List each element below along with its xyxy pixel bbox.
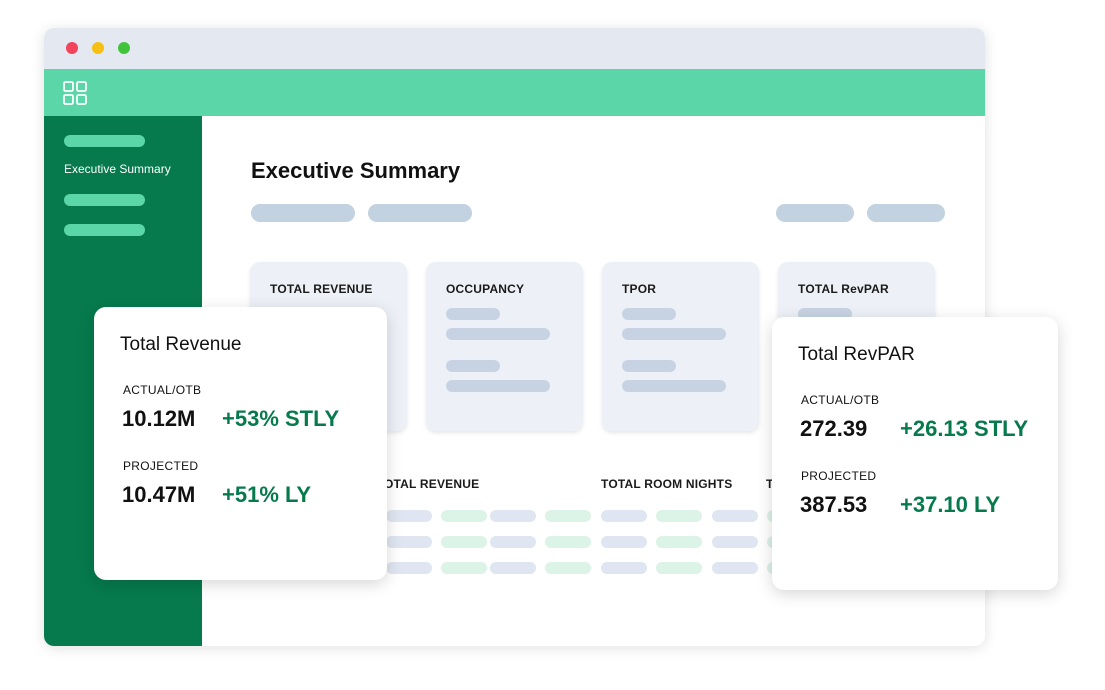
filter-placeholder[interactable] <box>776 204 854 222</box>
table-cell-placeholder <box>712 536 758 548</box>
placeholder-line <box>622 308 676 320</box>
kpi-card-title: TOTAL REVENUE <box>270 282 373 296</box>
projected-delta: +37.10 LY <box>900 492 1001 517</box>
projected-delta: +51% LY <box>222 482 312 507</box>
kpi-card-title: TPOR <box>622 282 657 296</box>
table-header-total-revenue: OTAL REVENUE <box>384 477 480 491</box>
actual-delta: +26.13 STLY <box>900 416 1029 441</box>
window-titlebar <box>44 28 985 69</box>
maximize-window-button[interactable] <box>118 42 130 54</box>
actual-label: ACTUAL/OTB <box>123 383 202 397</box>
close-window-button[interactable] <box>66 42 78 54</box>
minimize-window-button[interactable] <box>92 42 104 54</box>
filter-placeholder[interactable] <box>867 204 945 222</box>
total-revpar-detail-card[interactable]: Total RevPAR ACTUAL/OTB 272.39 +26.13 ST… <box>772 317 1058 590</box>
filter-placeholder[interactable] <box>251 204 355 222</box>
table-cell-placeholder <box>656 536 702 548</box>
table-cell-placeholder <box>601 562 647 574</box>
table-cell-placeholder <box>490 510 536 522</box>
table-header-total-room-nights: TOTAL ROOM NIGHTS <box>601 477 733 491</box>
placeholder-line <box>446 308 500 320</box>
projected-value: 10.47M <box>122 482 196 507</box>
table-cell-placeholder <box>656 510 702 522</box>
total-revenue-detail-card[interactable]: Total Revenue ACTUAL/OTB 10.12M +53% STL… <box>94 307 387 580</box>
table-cell-placeholder <box>490 536 536 548</box>
table-cell-placeholder <box>386 562 432 574</box>
placeholder-line <box>622 380 726 392</box>
table-cell-placeholder <box>601 536 647 548</box>
actual-label: ACTUAL/OTB <box>801 393 880 407</box>
table-cell-placeholder <box>712 510 758 522</box>
actual-value: 272.39 <box>800 416 868 441</box>
grid-icon[interactable] <box>63 81 87 105</box>
placeholder-line <box>446 360 500 372</box>
table-cell-placeholder <box>441 536 487 548</box>
sidebar-item-placeholder[interactable] <box>64 194 145 206</box>
actual-delta: +53% STLY <box>222 406 340 431</box>
top-navigation-bar <box>44 69 985 116</box>
table-cell-placeholder <box>490 562 536 574</box>
placeholder-line <box>446 380 550 392</box>
kpi-card-tpor[interactable]: TPOR <box>602 262 759 431</box>
kpi-card-title: TOTAL RevPAR <box>798 282 889 296</box>
placeholder-line <box>622 328 726 340</box>
page-title: Executive Summary <box>251 158 461 183</box>
sidebar-item-executive-summary[interactable]: Executive Summary <box>64 162 171 176</box>
placeholder-line <box>446 328 550 340</box>
projected-label: PROJECTED <box>801 469 877 483</box>
card-title: Total Revenue <box>120 334 242 355</box>
filter-placeholder[interactable] <box>368 204 472 222</box>
table-header-partial: T <box>766 477 774 491</box>
table-cell-placeholder <box>545 510 591 522</box>
sidebar-item-placeholder[interactable] <box>64 224 145 236</box>
kpi-card-title: OCCUPANCY <box>446 282 525 296</box>
table-cell-placeholder <box>712 562 758 574</box>
placeholder-line <box>622 360 676 372</box>
table-cell-placeholder <box>656 562 702 574</box>
table-cell-placeholder <box>545 536 591 548</box>
projected-value: 387.53 <box>800 492 868 517</box>
table-cell-placeholder <box>545 562 591 574</box>
table-cell-placeholder <box>441 562 487 574</box>
table-cell-placeholder <box>441 510 487 522</box>
sidebar-item-placeholder[interactable] <box>64 135 145 147</box>
actual-value: 10.12M <box>122 406 196 431</box>
table-cell-placeholder <box>386 510 432 522</box>
projected-label: PROJECTED <box>123 459 199 473</box>
card-title: Total RevPAR <box>798 344 915 365</box>
table-cell-placeholder <box>601 510 647 522</box>
kpi-card-occupancy[interactable]: OCCUPANCY <box>426 262 583 431</box>
table-cell-placeholder <box>386 536 432 548</box>
